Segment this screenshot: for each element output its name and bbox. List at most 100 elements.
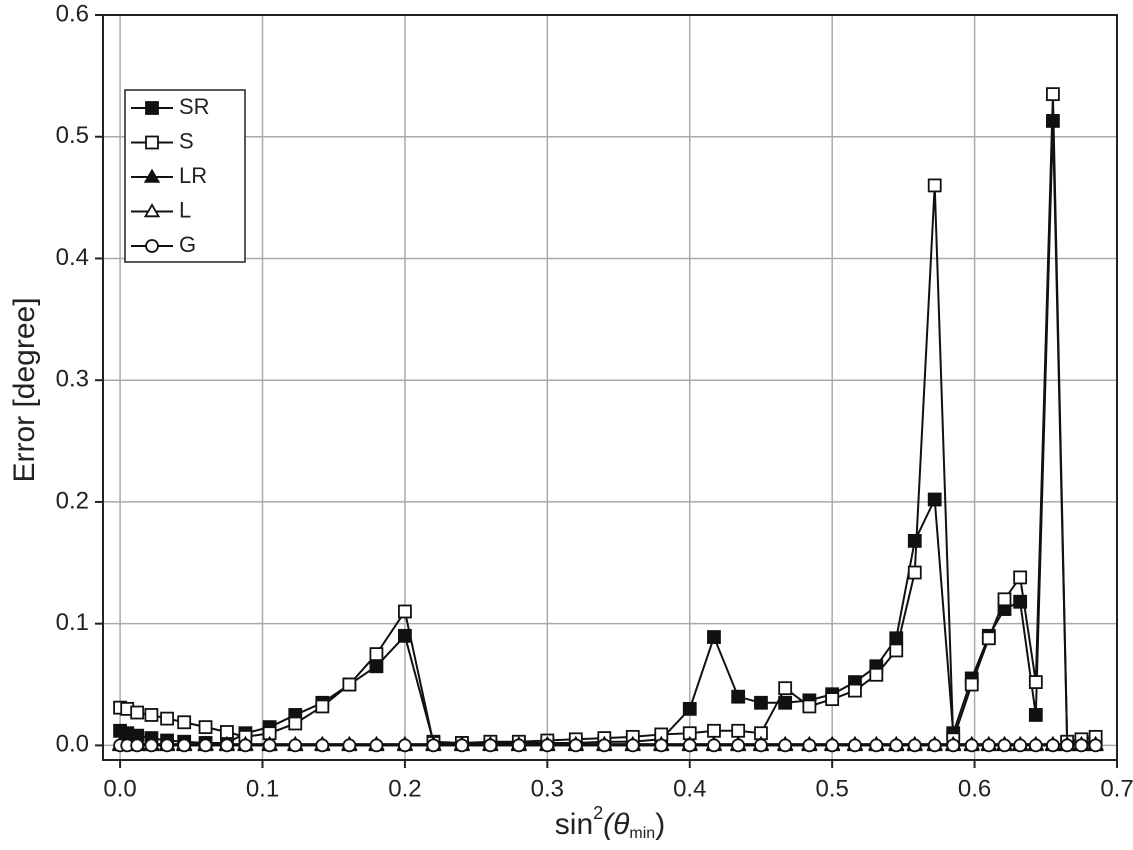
x-axis-label: sin2(θmin) xyxy=(555,803,665,842)
marker xyxy=(398,738,412,753)
marker xyxy=(160,738,174,753)
marker xyxy=(927,738,942,753)
x-tick-label: 0.7 xyxy=(1100,775,1133,802)
marker xyxy=(238,738,253,753)
marker xyxy=(981,738,996,753)
marker xyxy=(144,738,159,753)
marker xyxy=(825,738,840,753)
y-tick-label: 0.0 xyxy=(56,731,89,758)
legend-label: LR xyxy=(179,163,207,188)
marker xyxy=(315,738,330,753)
x-tick-label: 0.4 xyxy=(673,775,706,802)
marker xyxy=(907,738,922,753)
marker xyxy=(145,239,159,253)
x-tick-label: 0.2 xyxy=(388,775,421,802)
marker xyxy=(625,738,640,753)
marker xyxy=(145,135,159,150)
legend-label: L xyxy=(179,197,191,222)
y-tick-label: 0.4 xyxy=(56,244,89,271)
marker xyxy=(731,738,746,753)
marker xyxy=(1046,738,1060,753)
plot-frame xyxy=(102,14,1118,761)
y-tick-label: 0.6 xyxy=(56,0,89,27)
x-tick-label: 0.1 xyxy=(246,775,279,802)
marker xyxy=(454,738,469,753)
marker xyxy=(802,699,817,714)
marker xyxy=(848,683,862,698)
marker xyxy=(889,738,904,753)
marker xyxy=(927,492,942,507)
marker xyxy=(315,699,330,714)
marker xyxy=(1013,738,1028,753)
marker xyxy=(198,738,213,753)
marker xyxy=(177,715,192,730)
marker xyxy=(848,738,862,753)
x-label-part: ) xyxy=(655,808,665,841)
marker xyxy=(997,592,1012,607)
marker xyxy=(198,720,213,735)
marker xyxy=(483,738,498,753)
marker xyxy=(1028,708,1043,722)
marker xyxy=(145,101,159,115)
marker xyxy=(682,738,697,753)
y-tick-label: 0.2 xyxy=(56,487,89,514)
marker xyxy=(398,604,412,619)
marker xyxy=(927,178,942,193)
marker xyxy=(707,723,721,738)
marker xyxy=(778,681,793,696)
x-tick-label: 0.6 xyxy=(958,775,991,802)
marker xyxy=(369,659,384,674)
x-tick-label: 0.5 xyxy=(815,775,848,802)
marker xyxy=(540,738,555,753)
y-tick-label: 0.1 xyxy=(56,609,89,636)
marker xyxy=(707,630,721,644)
marker xyxy=(889,643,904,658)
y-tick-label: 0.3 xyxy=(56,366,89,393)
marker xyxy=(1046,87,1060,102)
marker xyxy=(426,738,441,753)
marker xyxy=(144,708,159,722)
x-label-part: min xyxy=(629,825,655,842)
y-axis-label: Error [degree] xyxy=(8,297,41,482)
marker xyxy=(288,738,303,753)
marker xyxy=(177,738,192,753)
marker xyxy=(130,738,145,753)
marker xyxy=(220,738,234,753)
marker xyxy=(1060,738,1075,753)
x-label-part: 2 xyxy=(593,803,603,823)
marker xyxy=(342,738,357,753)
marker xyxy=(288,716,303,731)
marker xyxy=(825,692,840,707)
marker xyxy=(869,667,884,682)
marker xyxy=(997,738,1012,753)
marker xyxy=(1088,738,1103,753)
marker xyxy=(369,647,384,661)
legend-label: S xyxy=(179,128,194,153)
marker xyxy=(1013,570,1028,585)
marker xyxy=(964,677,979,692)
marker xyxy=(946,738,961,753)
marker xyxy=(778,738,793,753)
marker xyxy=(731,689,746,704)
marker xyxy=(778,695,793,710)
marker xyxy=(802,738,817,753)
marker xyxy=(654,738,669,753)
x-label-part: (θ xyxy=(603,808,630,841)
marker xyxy=(568,738,583,753)
marker xyxy=(869,738,884,753)
x-tick-label: 0.3 xyxy=(531,775,564,802)
marker xyxy=(369,738,384,753)
legend-label: G xyxy=(179,232,196,257)
marker xyxy=(964,738,979,753)
marker xyxy=(707,738,721,753)
x-tick-label: 0.0 xyxy=(103,775,136,802)
series-line xyxy=(119,120,1096,744)
marker xyxy=(1074,738,1089,753)
marker xyxy=(682,701,697,716)
marker xyxy=(754,695,768,710)
marker xyxy=(160,711,174,726)
marker xyxy=(143,168,161,183)
marker xyxy=(754,738,768,753)
